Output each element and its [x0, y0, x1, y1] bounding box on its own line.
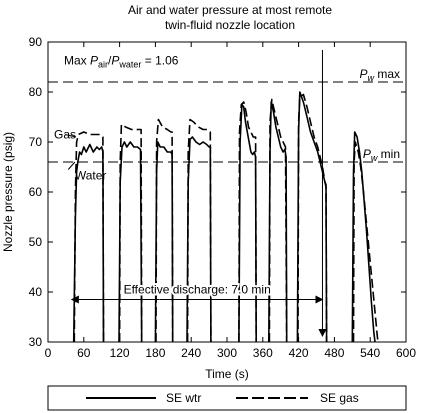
series-line-se-wtr — [72, 143, 105, 343]
x-tick-label: 0 — [45, 346, 52, 360]
x-tick-label: 300 — [217, 346, 237, 360]
series-line-se-wtr — [351, 131, 376, 343]
series-line-se-gas — [186, 118, 212, 343]
gas-label: Gas — [54, 128, 76, 142]
y-tick-label: 60 — [29, 185, 43, 199]
series-line-se-gas — [268, 98, 288, 343]
series-line-se-wtr — [118, 141, 143, 343]
series-line-se-gas — [155, 118, 174, 343]
chart-subtitle: twin-fluid nozzle location — [165, 18, 295, 32]
x-tick-label: 420 — [289, 346, 309, 360]
y-tick-label: 90 — [29, 35, 43, 49]
y-tick-label: 40 — [29, 285, 43, 299]
x-tick-label: 120 — [110, 346, 130, 360]
x-tick-label: 600 — [396, 346, 416, 360]
water-label-leader — [67, 161, 76, 170]
x-tick-label: 180 — [145, 346, 165, 360]
x-tick-label: 540 — [360, 346, 380, 360]
series-line-se-gas — [238, 101, 257, 343]
series-line-se-wtr — [186, 136, 212, 343]
series-line-se-gas — [73, 131, 105, 343]
chart-title: Air and water pressure at most remote — [128, 3, 332, 17]
series-line-se-gas — [352, 141, 379, 343]
y-axis-label: Nozzle pressure (psig) — [1, 132, 15, 252]
ratio-annotation: Max Pair/Pwater = 1.06 — [64, 54, 179, 70]
series-line-se-wtr — [238, 103, 257, 343]
series-line-se-wtr — [154, 141, 174, 343]
x-tick-label: 480 — [324, 346, 344, 360]
plot-area: Pw max Pw min Effective discharge: 7.0 min… — [48, 50, 406, 343]
discharge-label: Effective discharge: 7.0 min — [124, 283, 271, 297]
legend-label-sewtr: SE wtr — [166, 391, 201, 405]
x-tick-label: 60 — [77, 346, 91, 360]
y-tick-label: 50 — [29, 235, 43, 249]
legend-label-segas: SE gas — [320, 391, 359, 405]
x-tick-label: 240 — [181, 346, 201, 360]
y-tick-label: 30 — [29, 335, 43, 349]
x-tick-label: 360 — [253, 346, 273, 360]
reference-line-label: Pw min — [363, 147, 400, 163]
water-label: Water — [75, 169, 107, 183]
y-axis: 30 40 50 60 70 80 90 — [29, 35, 406, 349]
series-line-se-gas — [118, 123, 143, 343]
y-tick-label: 80 — [29, 85, 43, 99]
x-axis: 0 60 120 180 240 300 360 420 480 540 600 — [45, 42, 416, 360]
series-line-se-wtr — [268, 101, 288, 343]
reference-line-label: Pw max — [359, 67, 400, 83]
gas-label-leader — [65, 134, 77, 138]
y-tick-label: 70 — [29, 135, 43, 149]
x-axis-label: Time (s) — [205, 367, 249, 381]
legend: SE wtr SE gas — [47, 385, 407, 411]
series-line-se-gas — [297, 93, 328, 343]
